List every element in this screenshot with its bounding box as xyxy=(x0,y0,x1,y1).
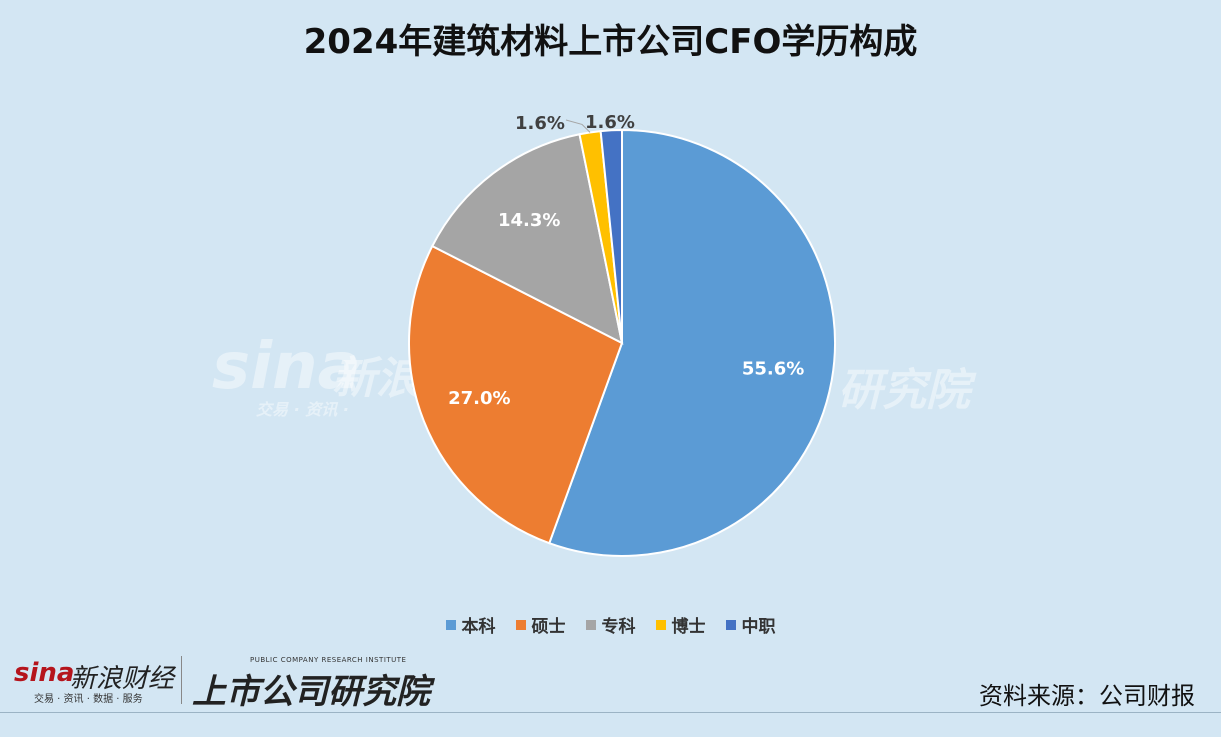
ir-logo-subtitle: PUBLIC COMPANY RESEARCH INSTITUTE xyxy=(250,656,407,664)
footer-divider xyxy=(0,712,1221,713)
ir-logo: 上市公司研究院 xyxy=(192,672,430,712)
legend-label-1: 硕士 xyxy=(531,617,566,637)
legend-item-2: 专科 xyxy=(585,612,636,637)
logo-divider xyxy=(181,656,182,704)
watermark-sina-cn: 新浪 xyxy=(332,353,420,404)
sina-finance-logo-text: 新浪财经 xyxy=(70,664,175,694)
pie-slice-4 xyxy=(599,128,623,344)
legend-label-4: 中职 xyxy=(741,617,776,637)
legend-label-0: 本科 xyxy=(461,617,496,637)
legend-label-3: 博士 xyxy=(671,617,706,637)
data-label-1: 27.0% xyxy=(448,388,510,409)
pie-slice-2 xyxy=(430,133,624,345)
legend-swatch-3 xyxy=(655,619,666,630)
sina-logo-subtitle: 交易 · 资讯 · 数据 · 服务 xyxy=(34,694,143,705)
legend-item-1: 硕士 xyxy=(515,612,566,637)
legend-swatch-2 xyxy=(585,619,596,630)
data-label-0: 55.6% xyxy=(742,359,804,380)
legend-item-4: 中职 xyxy=(725,612,776,637)
data-source: 资料来源：公司财报 xyxy=(979,682,1195,710)
chart-title: 2024年建筑材料上市公司CFO学历构成 xyxy=(303,22,918,62)
legend-swatch-4 xyxy=(725,619,736,630)
leader-line-3 xyxy=(565,119,591,133)
data-label-3: 1.6% xyxy=(515,113,565,134)
watermark-ir: 研究院 xyxy=(838,365,970,416)
pie-slice-1 xyxy=(408,244,624,545)
sina-logo: sina xyxy=(14,658,75,688)
legend-item-0: 本科 xyxy=(445,612,496,637)
data-label-2: 14.3% xyxy=(498,210,560,231)
watermark-sina-sub: 交易 · 资讯 · xyxy=(256,400,349,419)
legend: 本科 硕士 专科 博士 中职 xyxy=(0,612,1221,637)
data-label-4: 1.6% xyxy=(585,112,635,133)
legend-swatch-1 xyxy=(515,619,526,630)
legend-item-3: 博士 xyxy=(655,612,706,637)
legend-swatch-0 xyxy=(445,619,456,630)
watermark-sina: sina xyxy=(212,330,361,404)
pie-slice-0 xyxy=(548,128,836,557)
legend-label-2: 专科 xyxy=(601,617,636,637)
